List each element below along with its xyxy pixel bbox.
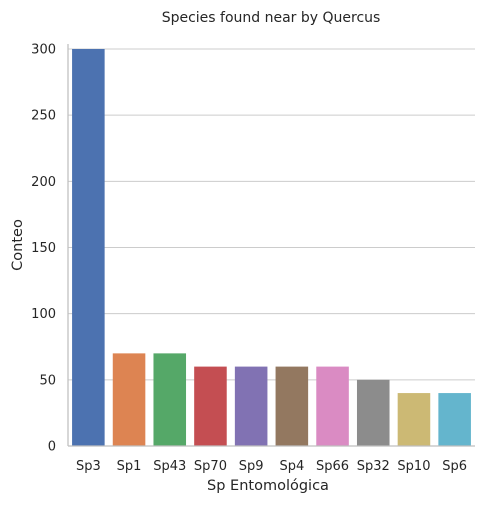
y-axis-label: Conteo: [10, 219, 26, 271]
y-tick-label: 100: [31, 307, 56, 322]
bars: [72, 49, 471, 446]
x-tick-label: Sp43: [153, 459, 186, 474]
bar-sp3: [72, 49, 105, 446]
bar-sp32: [356, 379, 390, 446]
chart-title: Species found near by Quercus: [162, 10, 381, 26]
bar-sp10: [397, 393, 431, 446]
x-tick-label: Sp1: [117, 459, 142, 474]
bar-sp66: [316, 366, 349, 446]
grid-lines: [68, 48, 475, 381]
y-tick-label: 50: [39, 373, 56, 388]
y-tick-label: 0: [48, 440, 56, 455]
x-tick-label: Sp6: [442, 459, 467, 474]
axes: [67, 44, 475, 447]
bar-sp6: [438, 393, 471, 446]
y-tick-labels: 0 50 100 150 200 250 300: [31, 43, 56, 455]
x-tick-label: Sp9: [239, 459, 264, 474]
bar-sp1: [112, 353, 146, 446]
y-tick-label: 300: [31, 43, 56, 58]
x-tick-label: Sp66: [316, 459, 349, 474]
x-tick-label: Sp70: [194, 459, 227, 474]
y-tick-label: 250: [31, 109, 56, 124]
x-tick-label: Sp3: [76, 459, 101, 474]
y-tick-label: 150: [31, 241, 56, 256]
x-tick-label: Sp10: [397, 459, 430, 474]
bar-sp43: [153, 353, 187, 446]
bar-sp70: [194, 366, 227, 446]
x-tick-label: Sp32: [357, 459, 390, 474]
y-tick-label: 200: [31, 175, 56, 190]
x-tick-label: Sp4: [279, 459, 304, 474]
x-tick-labels: Sp3 Sp1 Sp43 Sp70 Sp9 Sp4 Sp66 Sp32 Sp10 Sp6: [76, 459, 467, 474]
bar-sp9: [234, 366, 268, 446]
x-axis-label: Sp Entomológica: [207, 478, 329, 494]
bar-sp4: [275, 366, 309, 446]
